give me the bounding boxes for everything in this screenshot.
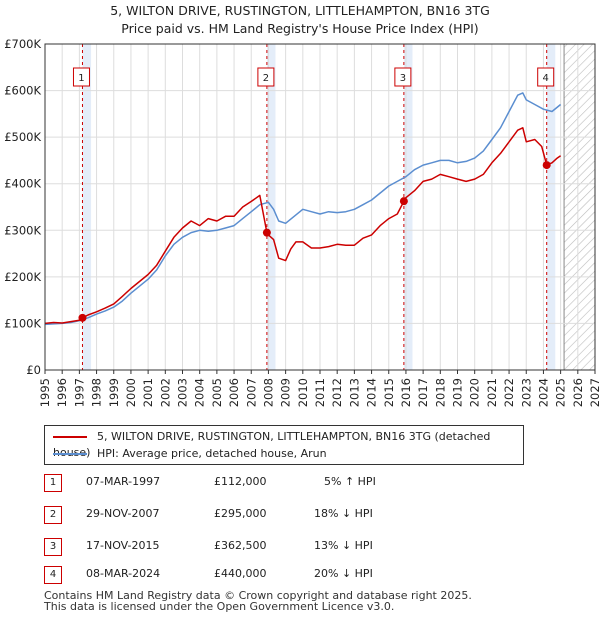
title-line-1: 5, WILTON DRIVE, RUSTINGTON, LITTLEHAMPT…: [110, 3, 490, 18]
title-line-2: Price paid vs. HM Land Registry's House …: [121, 21, 479, 36]
y-tick-label: £600K: [4, 84, 41, 98]
x-tick-label: 2023: [519, 378, 533, 407]
x-tick-label: 2012: [330, 378, 344, 407]
x-tick-label: 2014: [365, 378, 379, 407]
x-tick-label: 2007: [244, 378, 258, 407]
x-tick-label: 1995: [38, 378, 52, 407]
x-tick-label: 2008: [261, 378, 275, 407]
x-tick-label: 2010: [296, 378, 310, 407]
series-line-property: [44, 127, 562, 325]
transaction-row: 3 17-NOV-2015 £362,500 13% ↓ HPI: [44, 538, 444, 558]
transaction-price: £112,000: [214, 475, 267, 488]
x-tick-label: 2021: [485, 378, 499, 407]
x-tick-label: 2011: [313, 378, 327, 407]
x-tick-label: 2017: [416, 378, 430, 407]
transaction-date: 29-NOV-2007: [86, 507, 160, 520]
x-tick-label: 2019: [451, 378, 465, 407]
footer-copyright: Contains HM Land Registry data © Crown c…: [44, 589, 472, 602]
transaction-point: [399, 197, 408, 206]
transaction-date: 07-MAR-1997: [86, 475, 161, 488]
plot-border: [44, 43, 596, 371]
transaction-point: [262, 228, 271, 237]
transaction-price: £362,500: [214, 539, 267, 552]
x-tick-label: 2001: [141, 378, 155, 407]
transaction-label: 3: [400, 73, 406, 84]
legend-property-label: 5, WILTON DRIVE, RUSTINGTON, LITTLEHAMPT…: [53, 430, 491, 459]
x-tick-label: 2020: [468, 378, 482, 407]
y-tick-label: £500K: [4, 130, 41, 144]
transaction-label: 1: [78, 73, 84, 84]
legend: 5, WILTON DRIVE, RUSTINGTON, LITTLEHAMPT…: [44, 425, 524, 465]
x-tick-label: 2013: [347, 378, 361, 407]
transaction-label: 2: [263, 73, 269, 84]
y-tick-label: £300K: [4, 223, 41, 237]
transaction-row: 1 07-MAR-1997 £112,000 5% ↑ HPI: [44, 474, 444, 494]
y-tick-label: £100K: [4, 316, 41, 330]
transaction-number: 2: [44, 506, 62, 524]
legend-hpi-label: HPI: Average price, detached house, Arun: [97, 447, 327, 460]
transaction-hpi: 20% ↓ HPI: [314, 567, 373, 580]
x-tick-label: 2005: [210, 378, 224, 407]
transaction-row: 4 08-MAR-2024 £440,000 20% ↓ HPI: [44, 566, 444, 586]
x-tick-label: 2027: [588, 378, 600, 407]
footer-licence: This data is licensed under the Open Gov…: [44, 600, 395, 613]
transaction-date: 08-MAR-2024: [86, 567, 161, 580]
y-tick-label: £0: [26, 363, 41, 377]
transaction-shade: [546, 44, 556, 370]
transaction-price: £295,000: [214, 507, 267, 520]
transaction-hpi: 18% ↓ HPI: [314, 507, 373, 520]
chart-title: 5, WILTON DRIVE, RUSTINGTON, LITTLEHAMPT…: [0, 2, 600, 38]
x-tick-label: 1996: [55, 378, 69, 407]
transaction-label: 4: [543, 73, 549, 84]
legend-item-hpi: HPI: Average price, detached house, Arun: [53, 446, 327, 462]
transaction-number: 3: [44, 538, 62, 556]
price-chart: £0 £100K £200K £300K £400K £500K £600K £700K 199…: [4, 37, 600, 407]
transaction-shade: [82, 44, 92, 370]
transaction-label-box: [72, 67, 90, 87]
legend-property-line: [53, 436, 87, 438]
transaction-label-box: [257, 67, 275, 87]
x-tick-label: 2000: [124, 378, 138, 407]
legend-hpi-line: [53, 453, 87, 455]
footer: Contains HM Land Registry data © Crown c…: [44, 590, 472, 612]
transaction-hpi: 13% ↓ HPI: [314, 539, 373, 552]
x-tick-label: 2022: [502, 378, 516, 407]
transaction-label-box: [394, 67, 412, 87]
x-tick-label: 2003: [176, 378, 190, 407]
x-tick-label: 1999: [107, 378, 121, 407]
y-tick-label: £700K: [4, 37, 41, 51]
y-tick-label: £200K: [4, 270, 41, 284]
y-tick-label: £400K: [4, 177, 41, 191]
x-tick-label: 2002: [158, 378, 172, 407]
transaction-row: 2 29-NOV-2007 £295,000 18% ↓ HPI: [44, 506, 444, 526]
legend-item-property: 5, WILTON DRIVE, RUSTINGTON, LITTLEHAMPT…: [53, 429, 523, 459]
transaction-point: [542, 161, 551, 170]
transaction-label-box: [537, 67, 555, 87]
x-tick-label: 2009: [279, 378, 293, 407]
x-tick-label: 2016: [399, 378, 413, 407]
x-tick-label: 2018: [433, 378, 447, 407]
transaction-hpi: 5% ↑ HPI: [324, 475, 376, 488]
transaction-price: £440,000: [214, 567, 267, 580]
forecast-hatch: [564, 44, 595, 370]
transaction-date: 17-NOV-2015: [86, 539, 160, 552]
x-tick-label: 2006: [227, 378, 241, 407]
x-tick-label: 1997: [72, 378, 86, 407]
x-tick-label: 2024: [536, 378, 550, 407]
x-tick-label: 1998: [90, 378, 104, 407]
x-tick-label: 2004: [193, 378, 207, 407]
transaction-shade: [403, 44, 413, 370]
transaction-point: [78, 313, 87, 322]
x-tick-label: 2015: [382, 378, 396, 407]
x-tick-label: 2025: [554, 378, 568, 407]
x-tick-label: 2026: [571, 378, 585, 407]
transaction-number: 4: [44, 566, 62, 584]
transaction-number: 1: [44, 474, 62, 492]
series-line-hpi: [44, 92, 562, 326]
